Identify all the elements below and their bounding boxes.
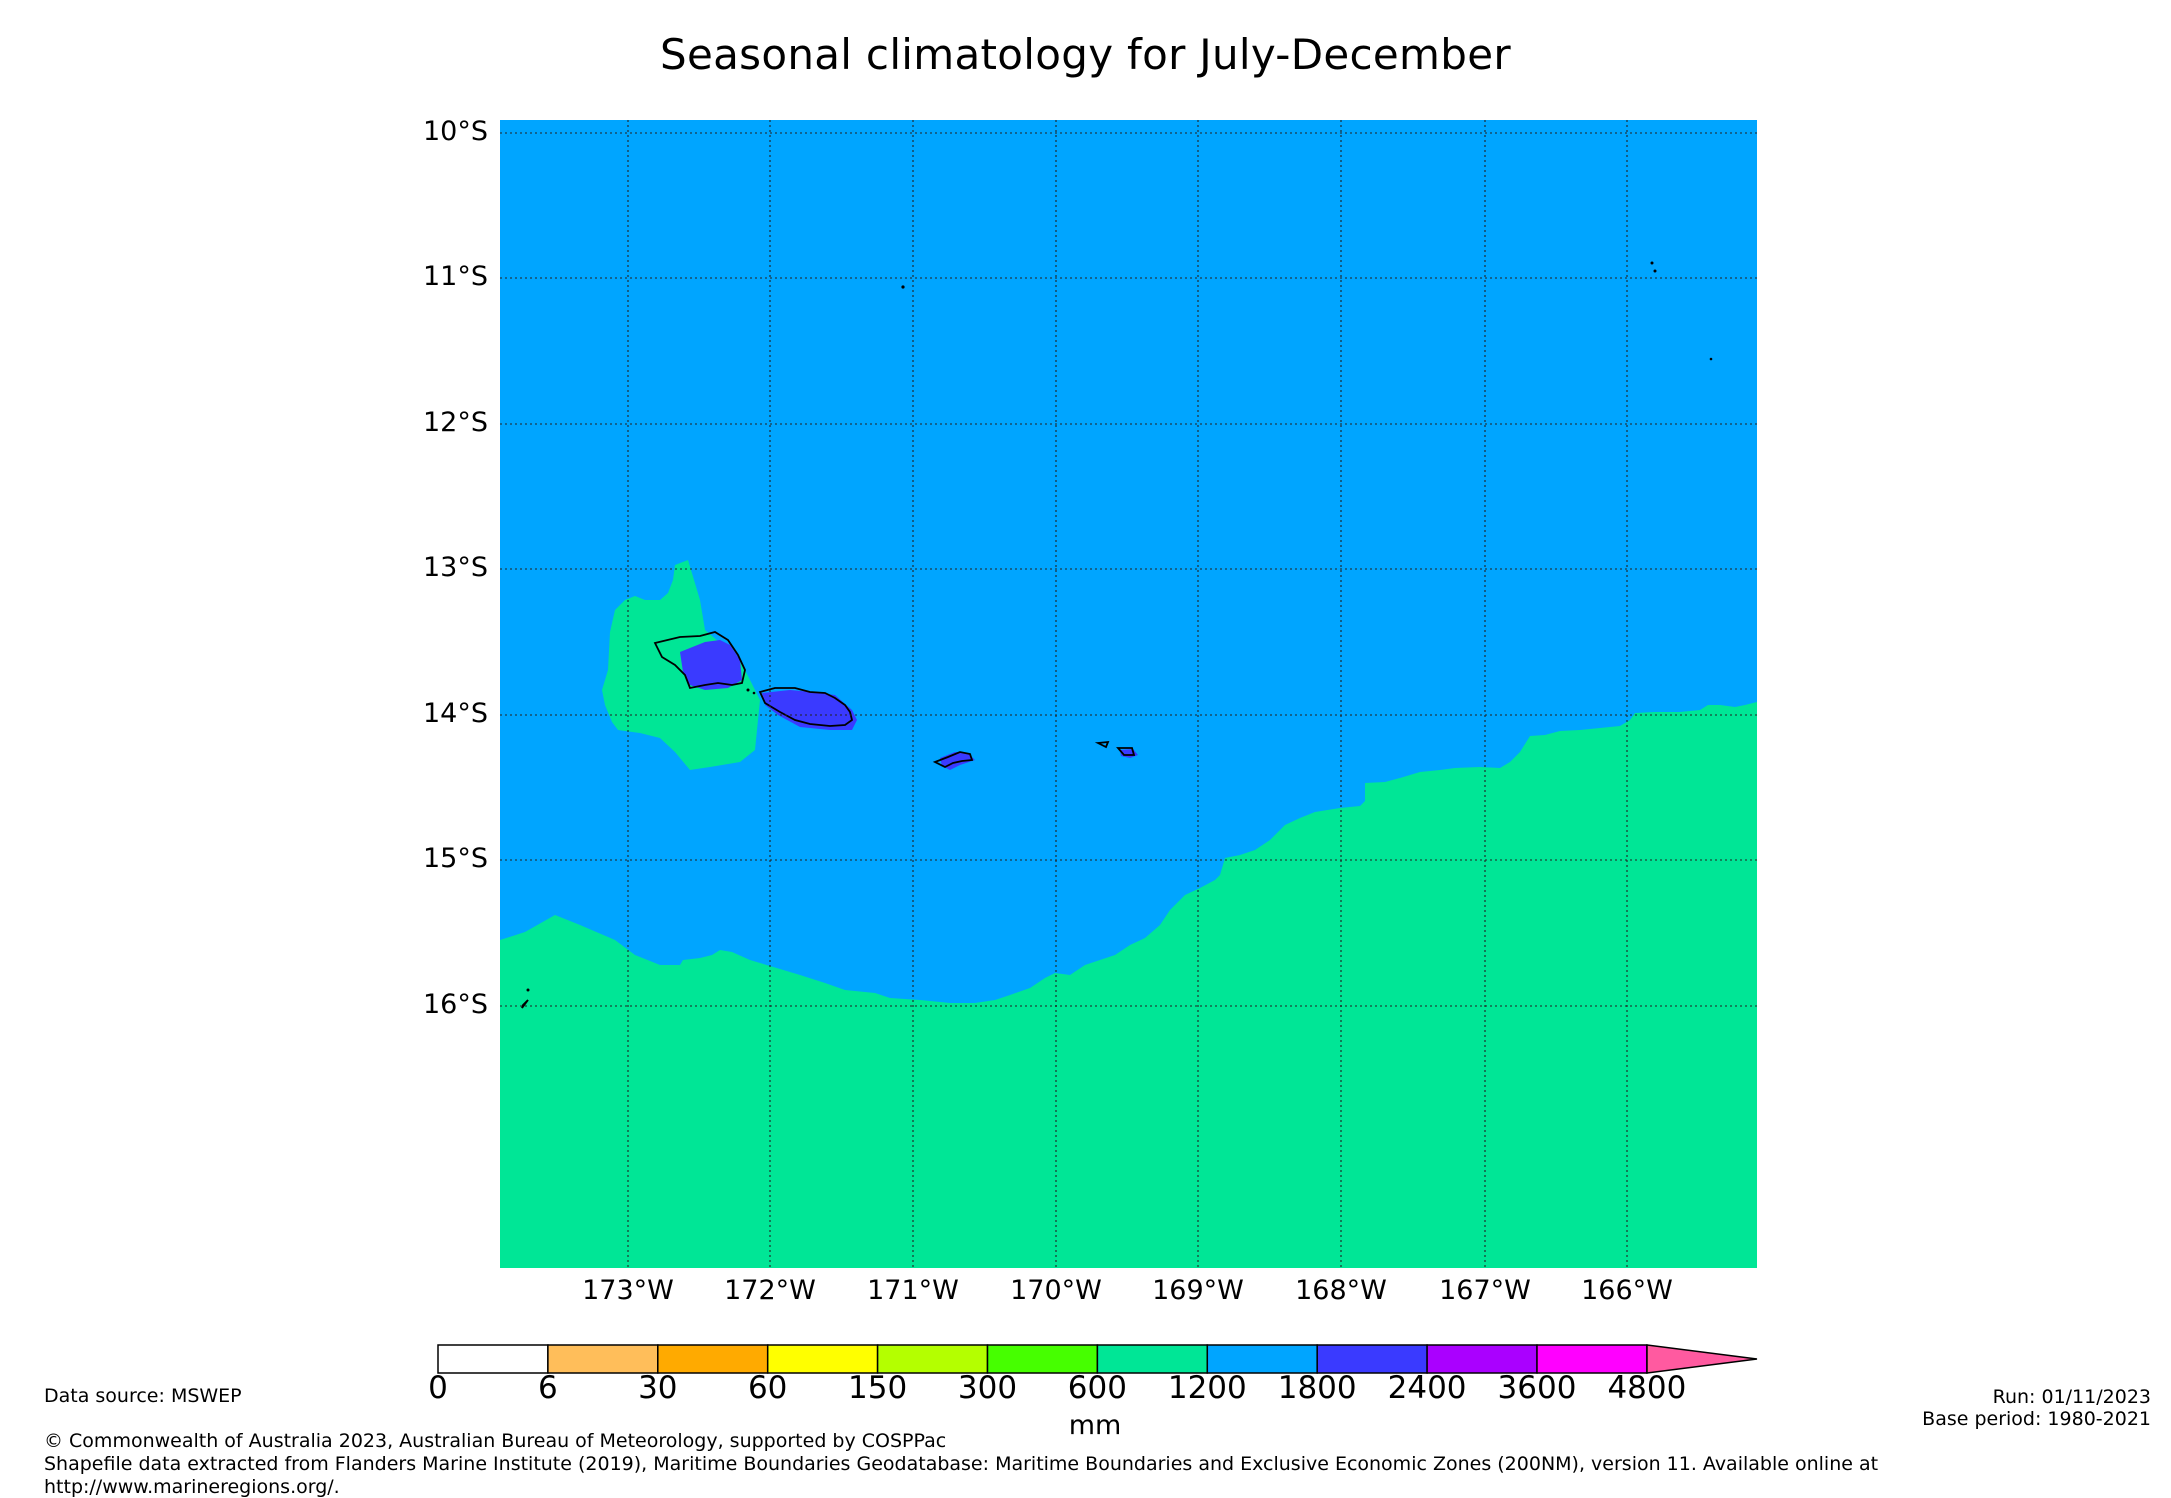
colorbar-swatch: [1426, 1344, 1538, 1374]
savaii-rain-halo: [602, 560, 760, 770]
colorbar-swatch: [657, 1344, 769, 1374]
longitude-label: 173°W: [582, 1275, 674, 1306]
colorbar-tick-label: 150: [848, 1370, 908, 1406]
shapefile-credit: Shapefile data extracted from Flanders M…: [44, 1453, 1879, 1475]
latitude-label: 16°S: [423, 989, 488, 1020]
coastline-outlines: [521, 631, 1136, 1009]
colorbar-tick-label: 6: [538, 1370, 558, 1406]
longitude-label: 166°W: [1581, 1275, 1673, 1306]
colorbar-swatch: [766, 1344, 879, 1374]
run-date: Run: 01/11/2023: [1992, 1386, 2151, 1408]
colorbar-swatch: [1316, 1344, 1428, 1374]
colorbar-tick-label: 300: [957, 1370, 1018, 1406]
latitude-label: 15°S: [423, 843, 488, 874]
colorbar-swatch: [1206, 1344, 1318, 1374]
map-title: Seasonal climatology for July-December: [660, 30, 1511, 79]
data-source: Data source: MSWEP: [44, 1385, 242, 1407]
colorbar-tick-label: 0: [428, 1370, 448, 1406]
latitude-label: 10°S: [423, 116, 488, 147]
copyright-notice: © Commonwealth of Australia 2023, Austra…: [44, 1430, 947, 1452]
colorbar-tick-label: 2400: [1387, 1370, 1467, 1406]
southern-rain-band: [500, 702, 1757, 1268]
longitude-label: 170°W: [1010, 1275, 1102, 1306]
colorbar-swatch: [547, 1344, 659, 1374]
longitude-label: 167°W: [1439, 1275, 1531, 1306]
colorbar-tick-label: 1800: [1277, 1370, 1357, 1406]
small-islets: [526, 261, 1713, 992]
colorbar-swatch: [437, 1344, 549, 1374]
upolu-heavy-rain: [762, 690, 857, 730]
latitude-label: 11°S: [423, 261, 488, 292]
colorbar-tick-label: 30: [638, 1370, 678, 1406]
base-period: Base period: 1980-2021: [1922, 1408, 2151, 1430]
latitude-label: 13°S: [423, 552, 488, 583]
longitude-label: 171°W: [867, 1275, 959, 1306]
longitude-label: 169°W: [1152, 1275, 1244, 1306]
colorbar-tick-label: 1200: [1167, 1370, 1247, 1406]
savaii-heavy-rain: [680, 640, 742, 690]
colorbar-tick-label: 60: [747, 1370, 788, 1406]
colorbar-extend-triangle: [1646, 1344, 1758, 1374]
longitude-label: 168°W: [1295, 1275, 1387, 1306]
colorbar-unit: mm: [1068, 1410, 1122, 1441]
latitude-label: 14°S: [423, 698, 488, 729]
colorbar-tick-label: 4800: [1607, 1370, 1687, 1406]
colorbar-swatch: [1536, 1344, 1648, 1374]
graticule: [500, 120, 1757, 1268]
colorbar-swatch: [876, 1344, 989, 1374]
colorbar-tick-label: 3600: [1497, 1370, 1577, 1406]
latitude-label: 12°S: [423, 407, 488, 438]
colorbar-swatch: [1096, 1344, 1209, 1374]
longitude-label: 172°W: [724, 1275, 816, 1306]
colorbar-tick-label: 600: [1067, 1370, 1127, 1406]
shapefile-url: http://www.marineregions.org/.: [44, 1476, 340, 1498]
colorbar-swatch: [986, 1344, 1099, 1374]
